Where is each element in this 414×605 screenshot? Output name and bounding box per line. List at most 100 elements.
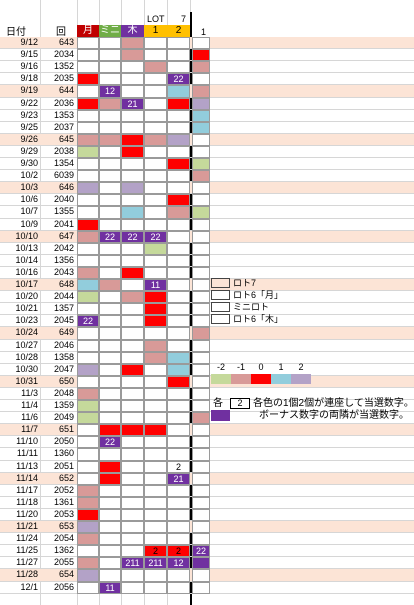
cell-mon[interactable] [77,146,99,158]
cell-lot2[interactable] [167,182,190,194]
cell-mini[interactable] [99,545,121,557]
cell-mon[interactable] [77,412,99,424]
cell-thu[interactable] [121,569,144,582]
cell-lot2[interactable] [167,243,190,255]
cell-mini[interactable] [99,412,121,424]
cell-lot2[interactable]: 2 [167,545,190,557]
round-cell[interactable]: 1355 [53,206,74,216]
cell-lot1[interactable] [144,400,167,412]
cell-lot2[interactable] [167,267,190,279]
cell-mini[interactable] [99,122,121,134]
cell-lot2[interactable] [167,509,190,521]
cell-mon[interactable] [77,569,99,582]
cell-mon[interactable] [77,436,99,448]
cell-mini[interactable] [99,206,121,219]
cell-lot1[interactable] [144,49,167,61]
date-cell[interactable]: 10/21 [15,303,38,313]
cell-extra[interactable] [192,448,210,461]
date-cell[interactable]: 10/13 [15,243,38,253]
date-cell[interactable]: 11/4 [21,400,38,410]
cell-mini[interactable] [99,158,121,170]
round-cell[interactable]: 654 [58,569,74,579]
cell-extra[interactable] [192,243,210,255]
cell-mon[interactable] [77,364,99,376]
cell-lot2[interactable] [167,158,190,170]
date-cell[interactable]: 9/23 [20,110,38,120]
round-cell[interactable]: 644 [58,85,74,95]
date-cell[interactable]: 11/20 [16,509,38,519]
cell-lot2[interactable]: 2 [167,461,190,473]
cell-extra[interactable] [192,509,210,521]
cell-lot2[interactable] [167,376,190,388]
cell-lot1[interactable] [144,122,167,134]
cell-lot1[interactable] [144,255,167,267]
cell-thu[interactable] [121,194,144,206]
cell-thu[interactable] [121,146,144,158]
cell-extra[interactable] [192,110,210,122]
cell-mini[interactable] [99,424,121,436]
cell-lot1[interactable] [144,194,167,206]
cell-mon[interactable] [77,303,99,315]
cell-lot1[interactable] [144,134,167,146]
cell-mon[interactable] [77,376,99,388]
cell-lot1[interactable] [144,158,167,170]
date-cell[interactable]: 10/9 [20,219,38,229]
cell-mon[interactable] [77,582,99,594]
cell-mon[interactable] [77,352,99,364]
round-cell[interactable]: 2049 [53,412,74,422]
cell-lot1[interactable]: 22 [144,231,167,243]
round-cell[interactable]: 1352 [53,61,74,71]
cell-extra[interactable]: 22 [192,545,210,557]
date-cell[interactable]: 11/18 [16,497,38,507]
date-cell[interactable]: 11/3 [21,388,38,398]
cell-thu[interactable] [121,291,144,303]
cell-mini[interactable] [99,364,121,376]
round-cell[interactable]: 2055 [53,557,74,567]
cell-thu[interactable] [121,485,144,497]
cell-lot1[interactable] [144,37,167,49]
date-cell[interactable]: 11/25 [16,545,38,555]
cell-mon[interactable] [77,327,99,340]
date-cell[interactable]: 11/6 [21,412,38,422]
round-cell[interactable]: 6039 [53,170,74,180]
cell-mini[interactable] [99,182,121,194]
cell-mon[interactable] [77,85,99,98]
cell-mon[interactable] [77,49,99,61]
round-cell[interactable]: 2035 [53,73,74,83]
cell-mini[interactable] [99,448,121,461]
cell-thu[interactable] [121,424,144,436]
cell-lot2[interactable] [167,206,190,219]
cell-extra[interactable] [192,267,210,279]
cell-mini[interactable] [99,340,121,352]
cell-mini[interactable] [99,243,121,255]
cell-lot1[interactable] [144,170,167,182]
cell-mon[interactable] [77,231,99,243]
cell-lot1[interactable] [144,424,167,436]
cell-extra[interactable] [192,569,210,582]
date-cell[interactable]: 9/25 [20,122,38,132]
cell-mon[interactable] [77,424,99,436]
cell-mon[interactable] [77,291,99,303]
round-cell[interactable]: 2040 [53,194,74,204]
cell-extra[interactable] [192,303,210,315]
cell-thu[interactable] [121,255,144,267]
cell-mon[interactable] [77,219,99,231]
cell-extra[interactable] [192,182,210,194]
cell-mini[interactable] [99,49,121,61]
header-round[interactable]: 回 [56,27,66,38]
cell-mon[interactable] [77,110,99,122]
cell-lot2[interactable] [167,448,190,461]
cell-lot2[interactable] [167,364,190,376]
cell-mon[interactable] [77,461,99,473]
date-cell[interactable]: 10/3 [20,182,38,192]
cell-lot1[interactable] [144,448,167,461]
round-cell[interactable]: 2053 [53,509,74,519]
date-cell[interactable]: 9/15 [20,49,38,59]
round-cell[interactable]: 2045 [53,315,74,325]
cell-extra[interactable] [192,255,210,267]
round-cell[interactable]: 1354 [53,158,74,168]
cell-thu[interactable]: 21 [121,98,144,110]
cell-mon[interactable] [77,533,99,545]
round-cell[interactable]: 1358 [53,352,74,362]
date-cell[interactable]: 9/18 [20,73,38,83]
